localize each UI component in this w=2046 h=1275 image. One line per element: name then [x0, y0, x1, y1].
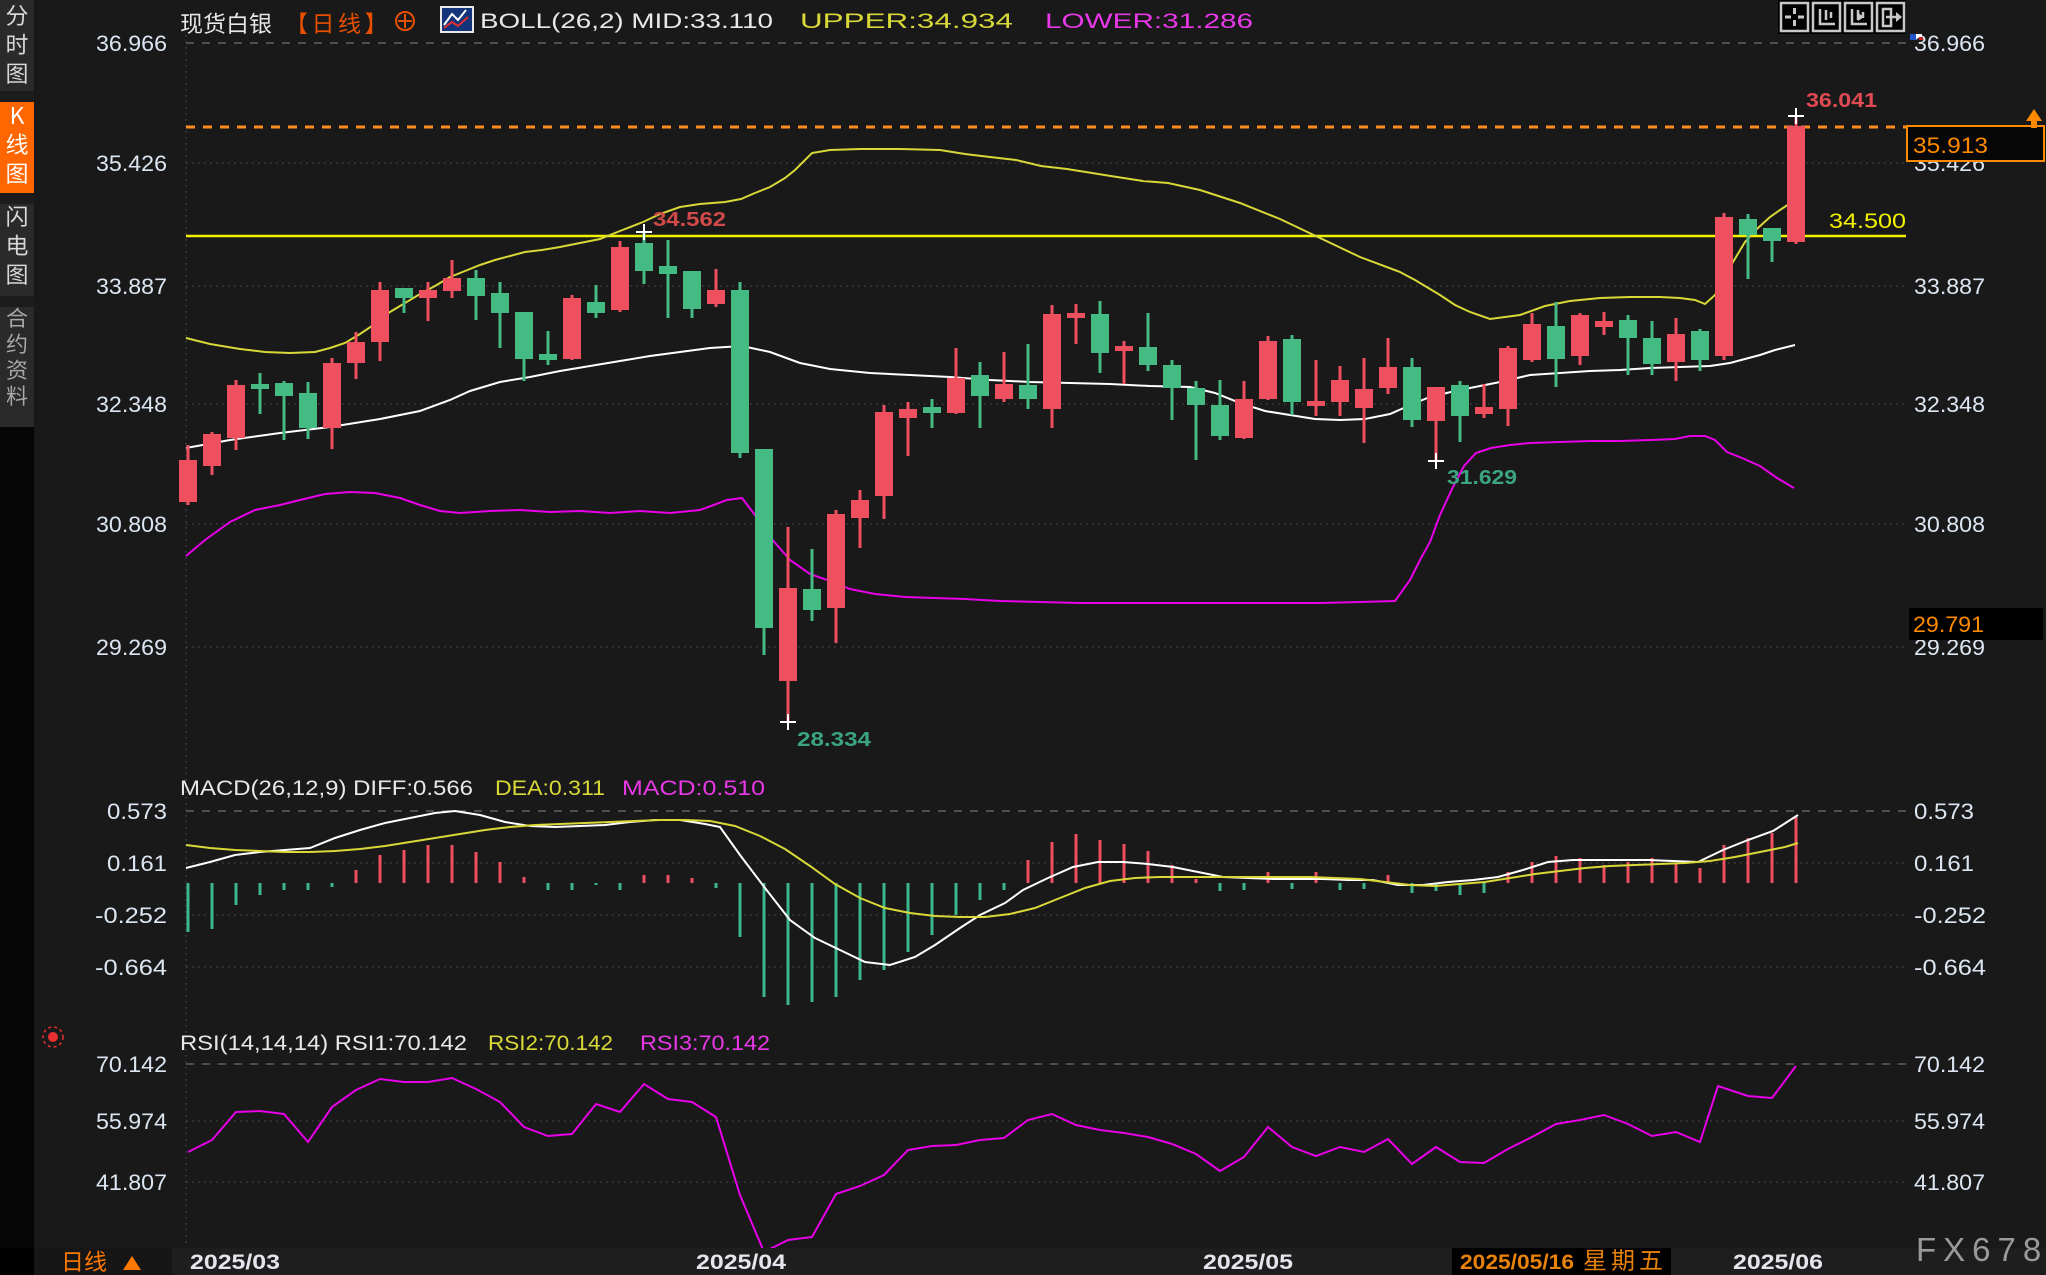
svg-text:FX678: FX678	[1916, 1231, 2046, 1268]
svg-text:-0.664: -0.664	[1914, 955, 1986, 980]
svg-text:35.913: 35.913	[1913, 133, 1988, 158]
svg-text:-0.664: -0.664	[95, 955, 167, 980]
svg-text:30.808: 30.808	[96, 512, 167, 537]
svg-text:34.500: 34.500	[1829, 210, 1906, 233]
svg-text:55.974: 55.974	[96, 1109, 167, 1134]
svg-text:28.334: 28.334	[797, 729, 872, 751]
svg-text:36.966: 36.966	[1914, 31, 1985, 56]
svg-text:2025/04: 2025/04	[696, 1251, 786, 1274]
svg-text:DEA:0.311: DEA:0.311	[495, 777, 605, 800]
svg-text:0.573: 0.573	[1914, 799, 1974, 824]
svg-text:55.974: 55.974	[1914, 1109, 1985, 1134]
svg-text:MACD:0.510: MACD:0.510	[622, 777, 765, 800]
svg-text:0.161: 0.161	[1914, 851, 1974, 876]
svg-text:33.887: 33.887	[1914, 274, 1985, 299]
svg-text:-0.252: -0.252	[95, 903, 167, 928]
svg-text:RSI3:70.142: RSI3:70.142	[640, 1032, 770, 1055]
svg-text:34.562: 34.562	[653, 209, 726, 231]
svg-text:2025/05: 2025/05	[1203, 1251, 1293, 1274]
svg-text:2025/06: 2025/06	[1733, 1251, 1823, 1274]
svg-text:30.808: 30.808	[1914, 512, 1985, 537]
svg-text:RSI(14,14,14) RSI1:70.142: RSI(14,14,14) RSI1:70.142	[180, 1032, 467, 1055]
svg-text:32.348: 32.348	[1914, 392, 1985, 417]
svg-text:36.966: 36.966	[96, 31, 167, 56]
svg-text:70.142: 70.142	[1914, 1052, 1985, 1077]
svg-text:LOWER:31.286: LOWER:31.286	[1045, 10, 1253, 33]
svg-text:35.426: 35.426	[96, 151, 167, 176]
svg-text:2025/03: 2025/03	[190, 1251, 280, 1274]
svg-text:MACD(26,12,9) DIFF:0.566: MACD(26,12,9) DIFF:0.566	[180, 777, 473, 800]
svg-text:33.887: 33.887	[96, 274, 167, 299]
svg-text:-0.252: -0.252	[1914, 903, 1986, 928]
svg-text:36.041: 36.041	[1806, 90, 1877, 112]
svg-text:BOLL(26,2) MID:33.110: BOLL(26,2) MID:33.110	[480, 10, 773, 33]
svg-text:UPPER:34.934: UPPER:34.934	[800, 10, 1013, 33]
svg-text:29.791: 29.791	[1913, 612, 1984, 637]
svg-text:0.573: 0.573	[107, 799, 167, 824]
svg-text:0.161: 0.161	[107, 851, 167, 876]
svg-text:32.348: 32.348	[96, 392, 167, 417]
svg-text:31.629: 31.629	[1447, 467, 1517, 489]
svg-text:41.807: 41.807	[96, 1170, 167, 1195]
svg-text:2025/05/16: 2025/05/16	[1460, 1251, 1574, 1274]
svg-text:41.807: 41.807	[1914, 1170, 1985, 1195]
svg-text:29.269: 29.269	[96, 635, 167, 660]
svg-text:70.142: 70.142	[96, 1052, 167, 1077]
svg-text:RSI2:70.142: RSI2:70.142	[488, 1032, 613, 1055]
